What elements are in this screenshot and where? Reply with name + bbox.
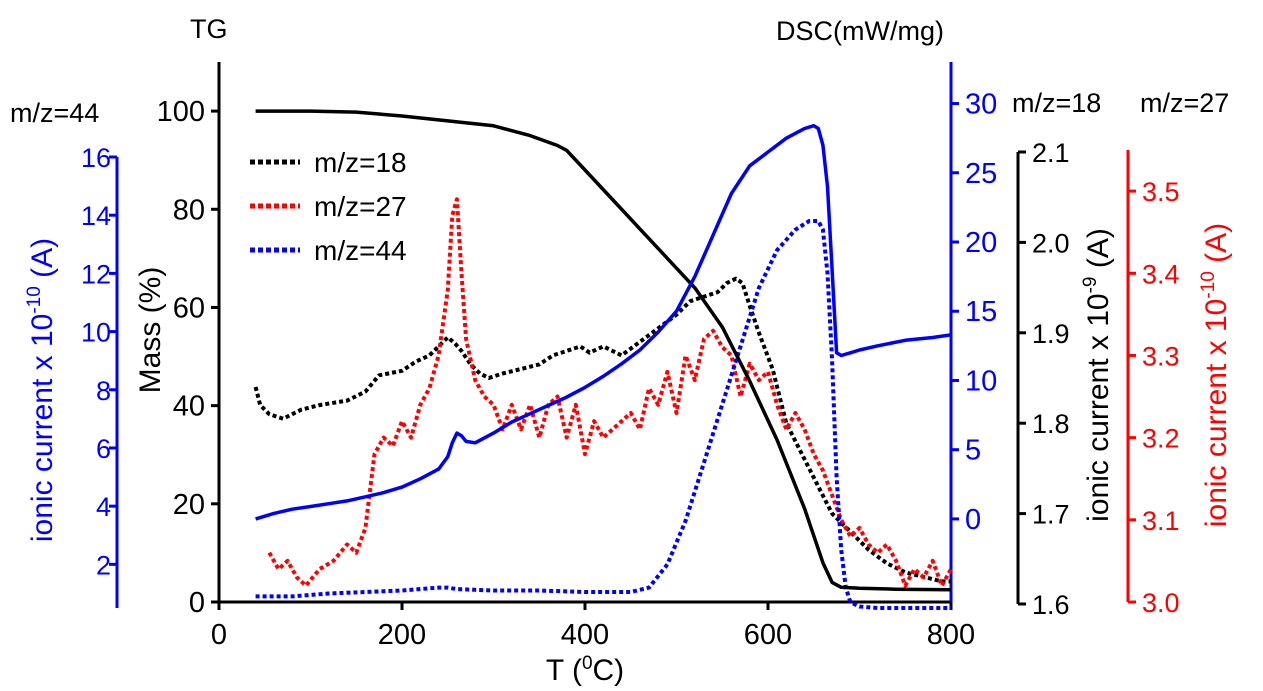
legend-label: m/z=18 [314, 147, 407, 178]
series-line-mz27 [267, 197, 953, 588]
tg-tick-label: 100 [157, 96, 205, 128]
series-line-mz44 [255, 219, 951, 610]
dsc-tick-label: 30 [965, 89, 997, 121]
mz18-axis-title: m/z=18 [1012, 88, 1101, 118]
dsc-tick-label: 5 [965, 435, 981, 467]
tg-axis-title: TG [190, 14, 228, 44]
x-tick-label: 800 [927, 619, 975, 651]
mz18-tick-label: 1.7 [1032, 500, 1070, 530]
legend-label: m/z=44 [314, 235, 407, 266]
dsc-axis-title: DSC(mW/mg) [776, 16, 944, 46]
tg-tick-label: 0 [189, 587, 205, 619]
dsc-tick-label: 10 [965, 365, 997, 397]
series-line-dsc [255, 123, 952, 521]
mz18-tick-label: 1.6 [1032, 590, 1070, 620]
tg-tick-label: 20 [173, 489, 205, 521]
mz27-axis-label: ionic current x 10-10 (A) [1198, 223, 1233, 527]
mz18-axis-label-part: -9 [1080, 276, 1101, 293]
mz44-tick-label: 16 [81, 143, 111, 173]
series-line-tg [255, 109, 952, 592]
mz44-tick-label: 12 [81, 259, 111, 289]
x-axis-degree: 0 [582, 653, 593, 674]
mz27-axis-title: m/z=27 [1140, 88, 1229, 118]
legend: m/z=18 m/z=27 m/z=44 [250, 147, 407, 266]
mz27-tick-label: 3.4 [1142, 259, 1180, 289]
x-axis-unit: C) [593, 654, 625, 687]
mz27-tick-label: 3.2 [1142, 424, 1180, 454]
mz18-tick-label: 2.0 [1032, 228, 1070, 258]
mz18-tick-label: 1.8 [1032, 409, 1070, 439]
mz18-tick-label: 1.9 [1032, 319, 1070, 349]
mz27-tick-label: 3.1 [1142, 506, 1180, 536]
tg-tick-label: 80 [173, 194, 205, 226]
dsc-tick-label: 25 [965, 158, 997, 190]
legend-label: m/z=27 [314, 191, 407, 222]
tg-tick-label: 40 [173, 391, 205, 423]
x-tick-label: 200 [378, 619, 426, 651]
mz27-axis-label-part: ionic current x 10 [1200, 299, 1233, 527]
mz44-axis-label-part: ionic current x 10 [26, 314, 59, 542]
tg-tick-label: 60 [173, 292, 205, 324]
mz44-axis-label-part: (A) [26, 238, 59, 286]
mz27-tick-label: 3.5 [1142, 177, 1180, 207]
dsc-tick-label: 20 [965, 227, 997, 259]
x-axis-symbol: T ( [546, 654, 582, 687]
mz44-axis-label-part: -10 [24, 286, 45, 313]
mz44-tick-label: 6 [96, 434, 111, 464]
series-line-mz18 [253, 276, 951, 584]
mz44-tick-label: 4 [96, 492, 111, 522]
x-axis-label: T (0C) [546, 653, 624, 687]
mz44-axis-title: m/z=44 [10, 98, 99, 128]
mz27-tick-label: 3.0 [1142, 588, 1180, 618]
mz27-axis-label-part: (A) [1200, 223, 1233, 271]
mz44-axis-label: ionic current x 10-10 (A) [24, 238, 59, 542]
mz27-tick-label: 3.3 [1142, 341, 1180, 371]
mz18-tick-label: 2.1 [1032, 138, 1070, 168]
x-tick-label: 0 [211, 619, 227, 651]
mz44-tick-label: 2 [96, 550, 111, 580]
mz44-tick-label: 14 [81, 201, 111, 231]
mz44-tick-label: 8 [96, 376, 111, 406]
mz18-axis-label-part: (A) [1082, 228, 1115, 276]
x-tick-label: 400 [561, 619, 609, 651]
x-tick-label: 600 [744, 619, 792, 651]
mz18-axis-label-part: ionic current x 10 [1082, 293, 1115, 521]
dsc-tick-label: 0 [965, 504, 981, 536]
tg-axis-label: Mass (%) [134, 267, 167, 394]
mz44-tick-label: 10 [81, 318, 111, 348]
dsc-tick-label: 15 [965, 296, 997, 328]
mz27-axis-label-part: -10 [1198, 271, 1219, 298]
mz18-axis-label: ionic current x 10-9 (A) [1080, 228, 1115, 522]
